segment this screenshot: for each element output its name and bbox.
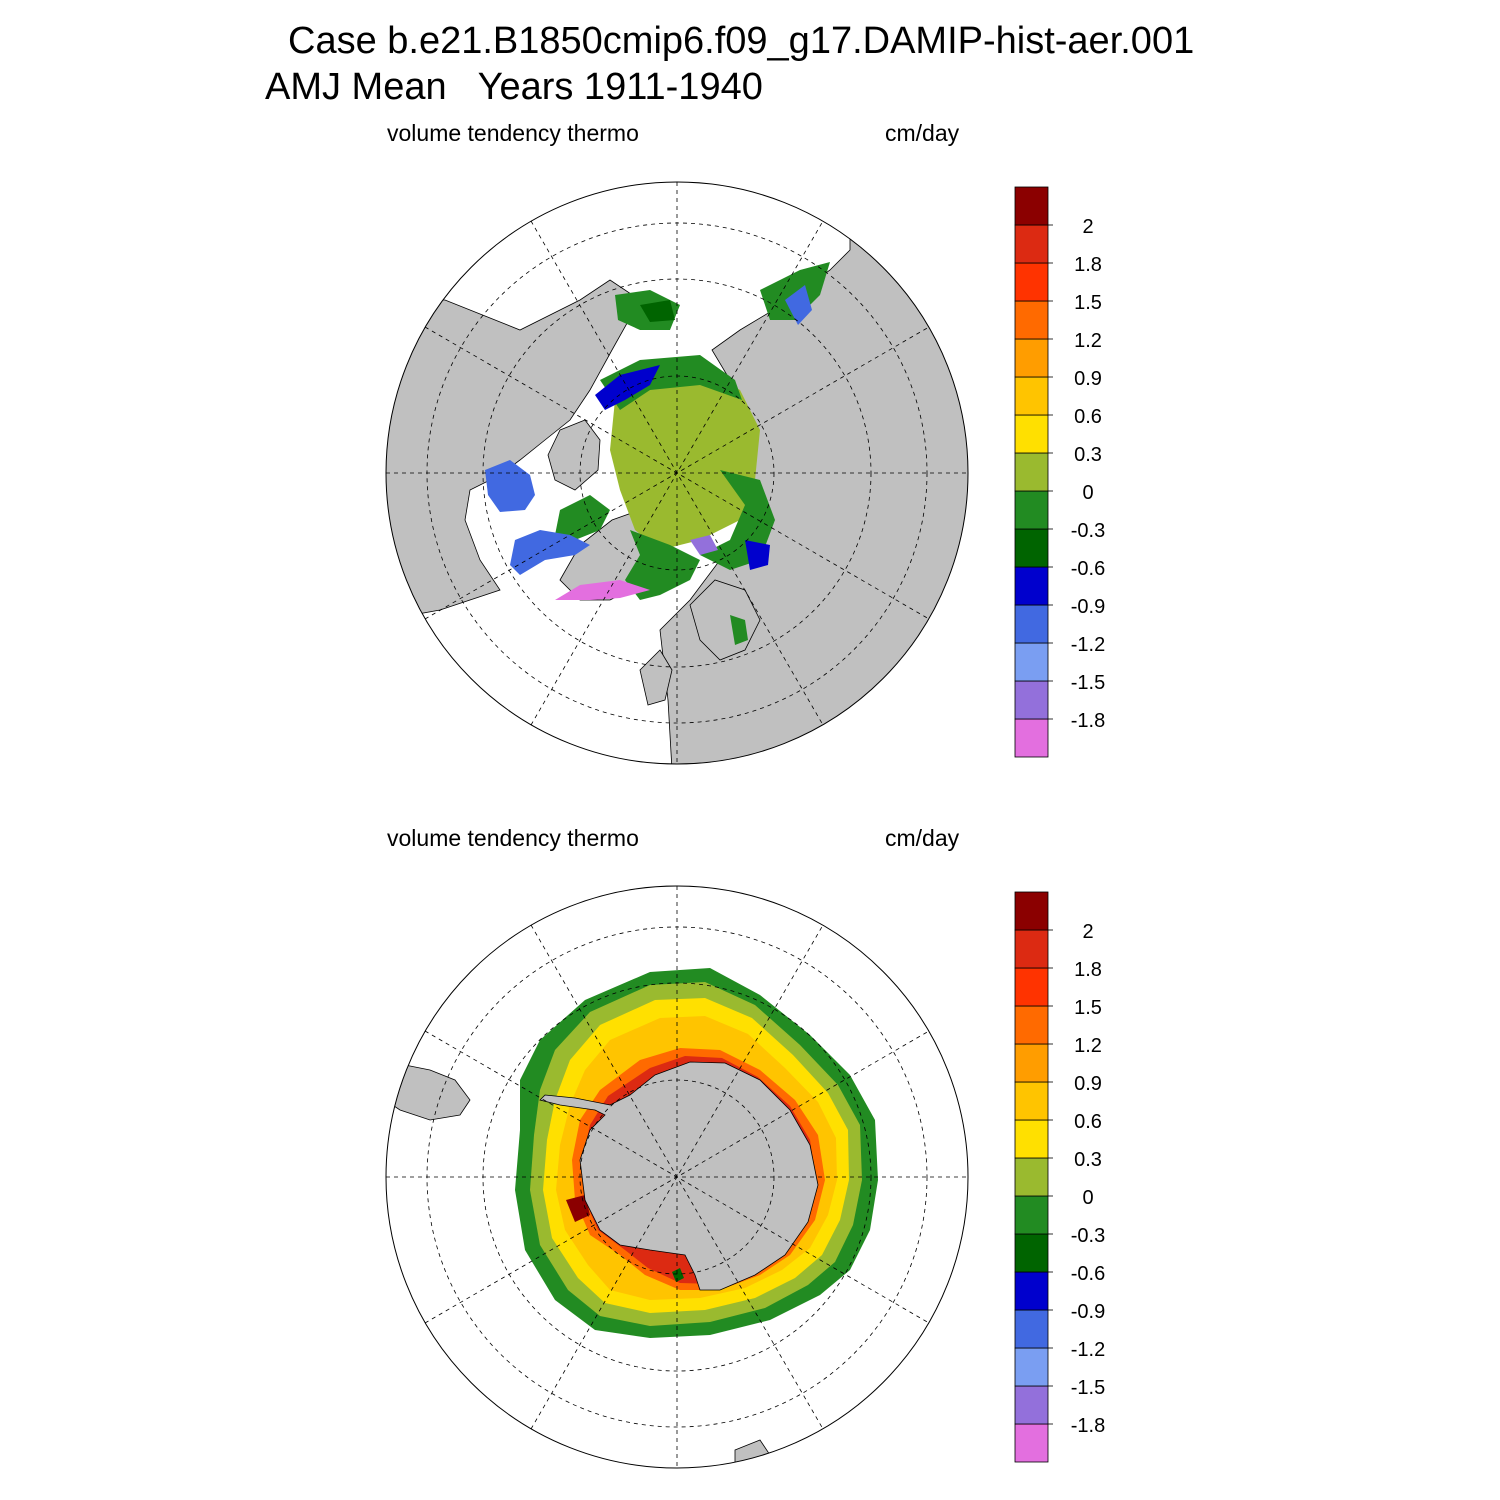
north-map-boundary <box>385 181 969 765</box>
south-colorbar-label: 0.3 <box>1074 1149 1102 1171</box>
north-colorbar-label: -1.8 <box>1071 710 1105 732</box>
south-colorbar-label: -1.5 <box>1071 1377 1105 1399</box>
north-colorbar-label: 0.9 <box>1074 368 1102 390</box>
north-colorbar-swatch <box>1014 186 1049 226</box>
figure-title-period: AMJ Mean Years 1911-1940 <box>265 66 763 108</box>
north-colorbar-label: 2 <box>1082 216 1093 238</box>
south-variable-label: volume tendency thermo <box>387 825 639 851</box>
north-land-archipelago <box>547 419 601 491</box>
south-colorbar-swatch <box>1014 1309 1049 1349</box>
south-colorbar-swatch <box>1014 1423 1049 1463</box>
north-colorbar-swatch <box>1014 528 1049 568</box>
north-land-north-america <box>386 279 641 621</box>
north-colorbar-swatch <box>1014 642 1049 682</box>
south-colorbar-swatch <box>1014 929 1049 969</box>
north-field-east-greenland <box>625 530 700 600</box>
south-colorbar-swatch <box>1014 1081 1049 1121</box>
south-colorbar-swatch <box>1014 1195 1049 1235</box>
north-colorbar-label: -0.3 <box>1071 520 1105 542</box>
north-colorbar-swatch <box>1014 414 1049 454</box>
north-land-british-isles <box>639 649 673 706</box>
south-colorbar-swatch <box>1014 1119 1049 1159</box>
south-colorbar-label: -0.9 <box>1071 1301 1105 1323</box>
south-colorbar-swatch <box>1014 967 1049 1007</box>
south-map-boundary <box>385 885 969 1469</box>
south-colorbar-label: 2 <box>1082 921 1093 943</box>
south-colorbar-label: 1.5 <box>1074 997 1102 1019</box>
north-colorbar-label: -0.6 <box>1071 558 1105 580</box>
north-colorbar-label: 0.3 <box>1074 444 1102 466</box>
north-variable-label: volume tendency thermo <box>387 120 639 146</box>
north-field-siberian-shelf <box>600 355 742 410</box>
north-units-label: cm/day <box>885 120 960 146</box>
south-colorbar-swatch <box>1014 1347 1049 1387</box>
north-colorbar-swatch <box>1014 452 1049 492</box>
north-colorbar-swatch <box>1014 604 1049 644</box>
north-colorbar-label: 1.5 <box>1074 292 1102 314</box>
north-colorbar-label: -1.2 <box>1071 634 1105 656</box>
south-colorbar-label: 0 <box>1082 1187 1093 1209</box>
north-colorbar-label: 0.6 <box>1074 406 1102 428</box>
south-colorbar-swatch <box>1014 1157 1049 1197</box>
south-colorbar-label: 0.9 <box>1074 1073 1102 1095</box>
north-polar-map <box>385 181 969 765</box>
south-units-label: cm/day <box>885 825 960 851</box>
south-colorbar-label: 1.2 <box>1074 1035 1102 1057</box>
figure-title-case: Case b.e21.B1850cmip6.f09_g17.DAMIP-hist… <box>288 20 1195 62</box>
north-field-bering-dark <box>640 300 675 322</box>
south-colorbar-swatch <box>1014 1043 1049 1083</box>
north-field-fram-purple <box>690 535 718 555</box>
north-colorbar-swatch <box>1014 224 1049 264</box>
north-colorbar-label: 1.8 <box>1074 254 1102 276</box>
south-colorbar-swatch <box>1014 1005 1049 1045</box>
south-colorbar-label: 0.6 <box>1074 1111 1102 1133</box>
north-colorbar-swatch <box>1014 566 1049 606</box>
south-colorbar-label: 1.8 <box>1074 959 1102 981</box>
south-colorbar-swatch <box>1014 1271 1049 1311</box>
north-colorbar-swatch <box>1014 680 1049 720</box>
north-colorbar-swatch <box>1014 262 1049 302</box>
south-colorbar-label: -1.2 <box>1071 1339 1105 1361</box>
north-colorbar-label: -0.9 <box>1071 596 1105 618</box>
south-colorbar-swatch <box>1014 891 1049 931</box>
north-field-baffin-green <box>555 495 610 540</box>
south-land-antarctica <box>539 1061 819 1291</box>
south-colorbar-swatch <box>1014 1385 1049 1425</box>
north-field-irminger-pink <box>555 580 650 600</box>
north-colorbar-label: 1.2 <box>1074 330 1102 352</box>
south-colorbar: -1.8 -1.5 -1.2 -0.9 -0.6 -0.3 0 0.3 0.6 0.9 1.2 1.5… <box>1014 891 1105 1463</box>
north-colorbar-label: 0 <box>1082 482 1093 504</box>
north-colorbar-swatch <box>1014 338 1049 378</box>
north-field-okhotsk <box>760 262 830 320</box>
south-colorbar-label: -0.6 <box>1071 1263 1105 1285</box>
north-colorbar-label: -1.5 <box>1071 672 1105 694</box>
south-field-darkred-patch <box>566 1195 590 1222</box>
south-colorbar-label: -0.3 <box>1071 1225 1105 1247</box>
north-field-labrador <box>510 530 590 575</box>
north-field-okhotsk-blue <box>785 285 812 325</box>
south-colorbar-label: -1.8 <box>1071 1415 1105 1437</box>
north-field-baltic <box>730 615 748 645</box>
south-polar-map <box>385 885 969 1469</box>
north-colorbar-swatch <box>1014 300 1049 340</box>
north-colorbar: -1.8 -1.5 -1.2 -0.9 -0.6 -0.3 0 0.3 0.6 0.9 1.2 1.5… <box>1014 186 1105 758</box>
south-colorbar-swatch <box>1014 1233 1049 1273</box>
north-field-central-arctic <box>610 370 760 550</box>
north-colorbar-swatch <box>1014 376 1049 416</box>
south-field-ross-dot <box>672 1268 684 1282</box>
north-field-greenland-sea-dark <box>745 540 770 570</box>
north-colorbar-swatch <box>1014 718 1049 758</box>
north-colorbar-swatch <box>1014 490 1049 530</box>
